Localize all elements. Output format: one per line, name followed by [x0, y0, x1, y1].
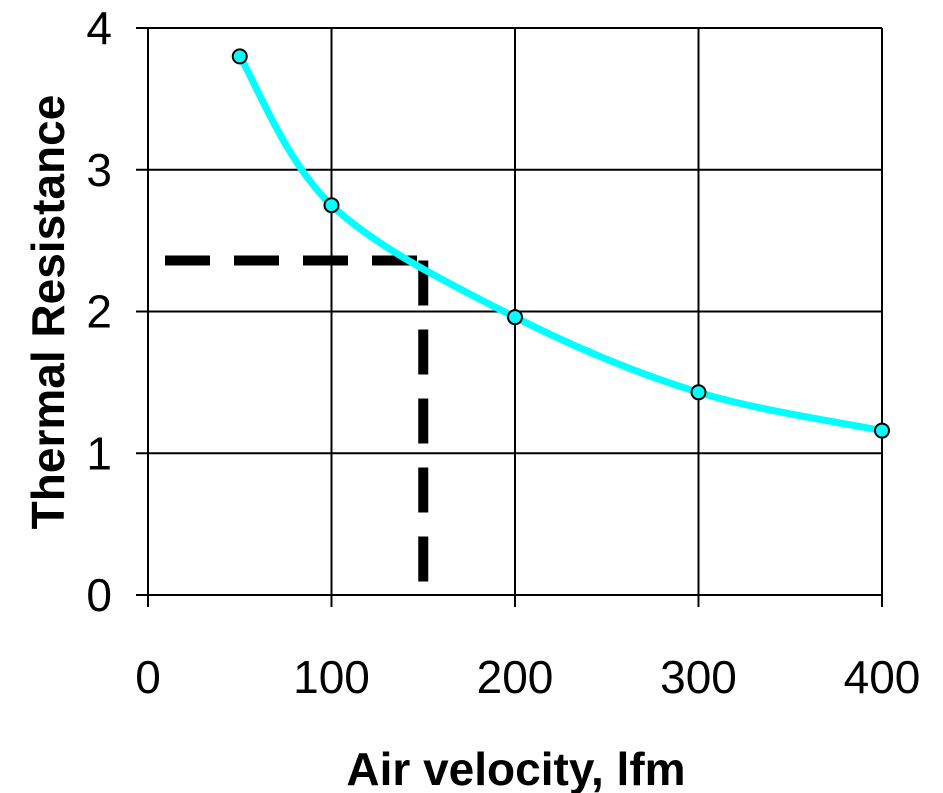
data-point — [690, 384, 707, 401]
y-tick-label: 0 — [86, 569, 112, 621]
y-tick-label: 3 — [86, 144, 112, 196]
data-point — [323, 197, 340, 214]
y-tick-label: 4 — [86, 2, 112, 54]
axes — [136, 27, 883, 607]
x-axis-title: Air velocity, lfm — [346, 743, 685, 793]
x-tick-label: 0 — [135, 651, 161, 703]
x-tick-label: 100 — [293, 651, 370, 703]
data-point — [507, 309, 523, 326]
data-point — [874, 422, 890, 439]
y-axis-title: Thermal Resistance — [22, 95, 74, 530]
data-point — [231, 48, 248, 65]
series-line — [236, 52, 886, 435]
x-tick-label: 300 — [660, 651, 737, 703]
data-series — [231, 48, 890, 439]
y-tick-labels: 0 1 2 3 4 — [86, 2, 112, 621]
x-tick-labels: 0 100 200 300 400 — [135, 651, 920, 703]
y-tick-label: 2 — [86, 286, 112, 338]
x-tick-label: 200 — [477, 651, 554, 703]
y-tick-label: 1 — [86, 427, 112, 479]
x-tick-label: 400 — [844, 651, 921, 703]
reference-lines — [165, 255, 429, 595]
